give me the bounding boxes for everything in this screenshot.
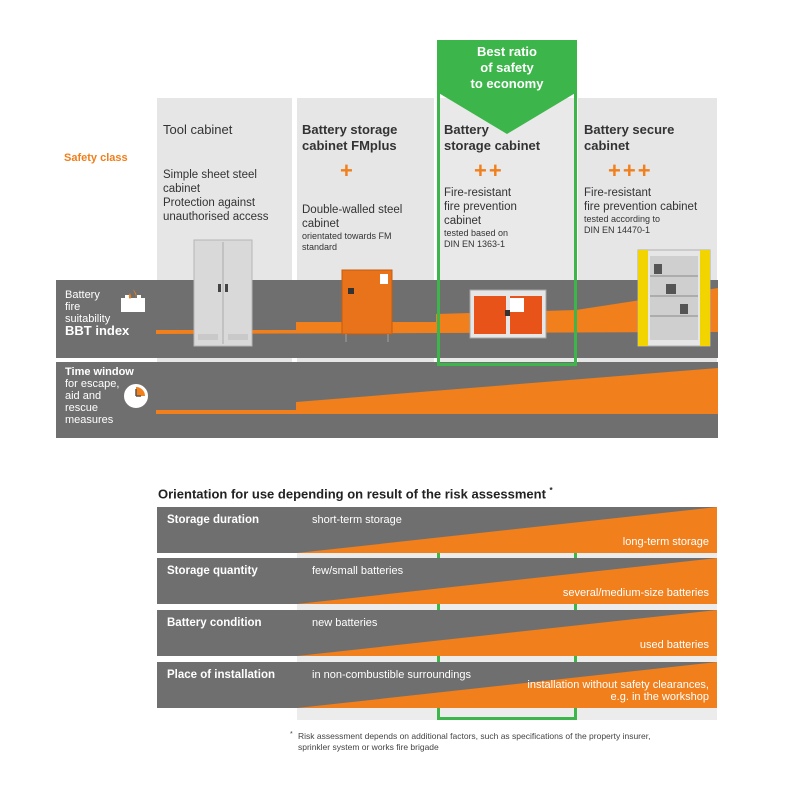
footnote-line: sprinkler system or works fire brigade [298, 742, 439, 752]
time-label-line: measures [65, 414, 114, 426]
bbt-label-line: Battery [65, 289, 100, 301]
bbt-label-line: fire [65, 301, 81, 313]
row-label: Storage quantity [167, 565, 258, 577]
row-wedge [157, 558, 717, 604]
column-2-title-text: Battery storage cabinet FMplus [302, 122, 398, 153]
column-1-desc-line: cabinet [163, 183, 201, 195]
column-3-small-line: DIN EN 1363-1 [444, 239, 506, 249]
column-3-small-line: tested based on [444, 228, 509, 238]
bbt-label-line: BBT index [65, 323, 130, 338]
row-right-text: installation without safety clearances, … [527, 679, 709, 703]
battery-fire-icon [121, 289, 145, 312]
column-3-desc-line: fire prevention [444, 201, 517, 213]
row-wedge [157, 662, 717, 708]
time-label-line: for escape, [65, 378, 120, 390]
row-label: Place of installation [167, 669, 275, 681]
column-4-title-text: Battery secure cabinet [584, 122, 675, 153]
row-right-line: several/medium-size batteries [562, 587, 709, 599]
column-1-desc-line: Simple sheet steel [163, 169, 257, 181]
row-left-text: short-term storage [312, 514, 402, 526]
best-ratio-text: Best ratio of safety to economy [440, 44, 574, 92]
column-2-desc-line: cabinet [302, 218, 340, 230]
orientation-row-storage-quantity: Storage quantity few/small batteries sev… [157, 558, 717, 604]
clock-icon [124, 384, 148, 408]
column-1-desc-line: Protection against [163, 197, 256, 209]
footnote-mark: * [290, 731, 293, 738]
bbt-index-label: Battery fire suitability BBT index [65, 289, 129, 338]
column-4-desc-line: fire prevention cabinet [584, 201, 698, 213]
orientation-title-mark: * [549, 486, 553, 495]
row-left-text: few/small batteries [312, 565, 404, 577]
orientation-row-battery-condition: Battery condition new batteries used bat… [157, 610, 717, 656]
safety-class-label: Safety class [64, 152, 128, 164]
column-4-desc-line: Fire-resistant [584, 187, 652, 199]
tool-cabinet-image [193, 239, 253, 347]
row-left-text: in non-combustible surroundings [312, 669, 471, 681]
best-ratio-frame [437, 92, 577, 366]
best-ratio-line-2: of safety [480, 60, 534, 75]
column-3-desc: Fire-resistant fire prevention cabinet t… [444, 186, 517, 250]
column-1-title: Tool cabinet [163, 122, 233, 137]
row-right-line: e.g. in the workshop [610, 691, 709, 703]
column-2-title: Battery storage cabinet FMplus [302, 122, 397, 154]
column-4-safety-plus: +++ [608, 158, 653, 183]
time-label-bold: Time window [65, 366, 134, 378]
column-3-title-text: Battery storage cabinet [444, 122, 541, 153]
row-wedge [157, 507, 717, 553]
column-3-title: Battery storage cabinet [444, 122, 540, 154]
column-2-small-line: standard [302, 242, 338, 252]
row-right-line: used batteries [639, 639, 709, 651]
footnote-line: Risk assessment depends on additional fa… [298, 731, 651, 741]
row-right-line: installation without safety clearances, [527, 679, 709, 691]
time-label-line: aid and [65, 390, 102, 402]
best-ratio-line-1: Best ratio [477, 44, 537, 59]
row-right-text: several/medium-size batteries [563, 587, 709, 599]
time-window-band [56, 362, 718, 438]
bbt-label-bold: BBT index [65, 323, 130, 338]
column-4-small-line: DIN EN 14470-1 [584, 225, 651, 235]
column-2-desc: Double-walled steel cabinet orientated t… [302, 203, 402, 253]
best-ratio-line-3: to economy [470, 76, 544, 91]
column-2-small-line: orientated towards FM [302, 231, 392, 241]
secure-cabinet-image [637, 249, 711, 347]
storage-cabinet-image [469, 289, 547, 339]
row-wedge [157, 610, 717, 656]
time-window-label: Time window for escape, aid and rescue m… [65, 366, 134, 426]
row-right-line: long-term storage [622, 536, 709, 548]
orientation-row-storage-duration: Storage duration short-term storage long… [157, 507, 717, 553]
footnote: * Risk assessment depends on additional … [290, 731, 718, 753]
column-4-desc: Fire-resistant fire prevention cabinet t… [584, 186, 697, 236]
column-1-desc-line: unauthorised access [163, 211, 269, 223]
bbt-label-line: suitability [65, 313, 111, 325]
best-ratio-banner [437, 40, 577, 134]
column-3-safety-plus: ++ [474, 158, 504, 183]
time-label-line: Time window [65, 366, 134, 378]
row-label: Battery condition [167, 617, 262, 629]
column-3-desc-line: cabinet [444, 215, 482, 227]
column-4-title: Battery secure cabinet [584, 122, 674, 154]
row-right-text: long-term storage [623, 536, 709, 548]
column-4-small-line: tested according to [584, 214, 661, 224]
column-1-desc: Simple sheet steel cabinet Protection ag… [163, 168, 268, 224]
column-3-desc-line: Fire-resistant [444, 187, 512, 199]
orientation-row-place-of-installation: Place of installation in non-combustible… [157, 662, 717, 708]
column-2-safety-plus: + [340, 158, 355, 183]
column-2-desc-line: Double-walled steel [302, 204, 403, 216]
row-label: Storage duration [167, 514, 260, 526]
orientation-title-text: Orientation for use depending on result … [158, 486, 546, 502]
row-right-text: used batteries [640, 639, 709, 651]
row-left-text: new batteries [312, 617, 378, 629]
fmplus-cabinet-image [341, 269, 393, 342]
time-label-line: rescue [65, 402, 99, 414]
orientation-title: Orientation for use depending on result … [158, 486, 553, 501]
